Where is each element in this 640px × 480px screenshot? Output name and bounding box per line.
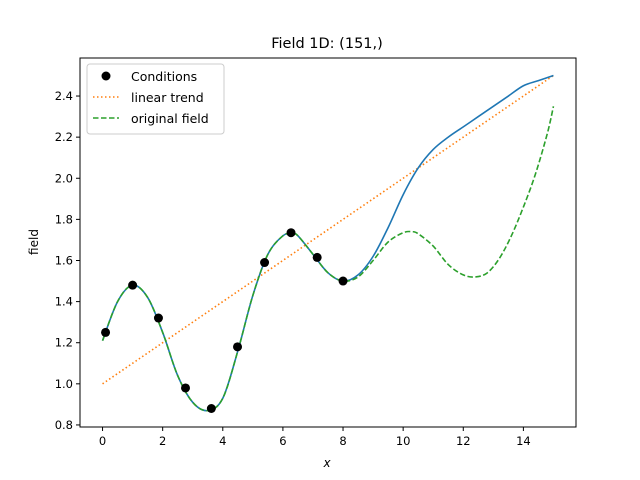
x-tick-label: 0 [99, 434, 106, 448]
x-tick-label: 2 [159, 434, 166, 448]
y-tick-label: 1.8 [55, 212, 73, 226]
condition-point [101, 327, 111, 337]
x-axis-ticks: 0 2 4 6 8 10 12 14 [99, 427, 531, 448]
condition-point [128, 280, 138, 290]
original-field-line [101, 106, 555, 412]
y-tick-label: 1.4 [55, 295, 73, 309]
y-tick-label: 2.2 [55, 130, 73, 144]
x-tick-label: 4 [219, 434, 226, 448]
condition-point [233, 342, 243, 352]
condition-points [101, 228, 348, 413]
x-tick-label: 10 [396, 434, 411, 448]
y-tick-label: 2.4 [55, 89, 73, 103]
y-tick-label: 1.6 [55, 253, 73, 267]
legend-label-conditions: Conditions [131, 69, 197, 84]
legend-marker-conditions [101, 71, 111, 81]
x-axis-label: x [322, 456, 331, 470]
x-tick-label: 8 [339, 434, 346, 448]
x-tick-label: 12 [456, 434, 471, 448]
y-tick-label: 1.2 [55, 336, 73, 350]
y-tick-label: 1.0 [55, 377, 73, 391]
plot-frame [79, 57, 577, 428]
series-lines [101, 74, 555, 412]
y-tick-label: 0.8 [55, 418, 73, 432]
condition-point [312, 252, 322, 262]
condition-point [206, 403, 216, 413]
condition-point [286, 228, 296, 238]
legend-box [86, 63, 225, 135]
condition-point [338, 276, 348, 286]
x-tick-label: 14 [516, 434, 531, 448]
y-tick-label: 2.0 [55, 171, 73, 185]
plot-area [79, 57, 577, 428]
condition-point [153, 313, 163, 323]
legend: Conditions linear trend original field [86, 63, 225, 135]
condition-point [260, 258, 270, 268]
linear-trend-line [102, 74, 554, 385]
chart-title: Field 1D: (151,) [271, 36, 383, 52]
legend-label-linear-trend: linear trend [131, 90, 204, 105]
y-axis-label: field [27, 229, 41, 255]
condition-point [181, 383, 191, 393]
y-axis-ticks: 0.8 1.0 1.2 1.4 1.6 1.8 2.0 2.2 2.4 [55, 89, 80, 432]
x-tick-label: 6 [279, 434, 286, 448]
legend-label-original-field: original field [131, 111, 209, 126]
